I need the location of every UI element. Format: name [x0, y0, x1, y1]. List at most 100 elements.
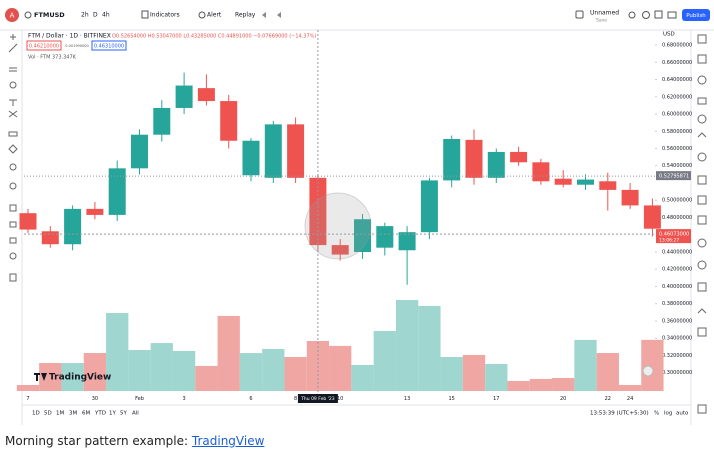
x-tick-label: 15 — [449, 396, 455, 402]
volume-bar — [83, 353, 107, 391]
interval[interactable]: D — [93, 12, 98, 19]
y-tick-label: 0.44000000 — [662, 249, 692, 255]
watermark: TradingView — [49, 373, 111, 383]
y-tick-label: 0.64000000 — [662, 77, 692, 83]
volume-bar — [239, 353, 263, 391]
option[interactable]: % — [654, 411, 659, 417]
candle-body — [443, 139, 461, 181]
volume-bar — [217, 315, 240, 391]
x-tick-label: 24 — [627, 396, 633, 402]
save[interactable]: Save — [596, 18, 607, 24]
volume-bar — [172, 350, 196, 391]
volume-bar — [552, 377, 575, 391]
volume-bar — [529, 378, 553, 391]
candle-body — [153, 107, 171, 135]
toolbar-button[interactable]: Replay — [235, 12, 256, 19]
toolbar-button[interactable]: Alert — [207, 12, 222, 19]
candle-body — [420, 180, 438, 233]
x-tick-label: 20 — [560, 396, 566, 402]
y-tick-label: 0.68000000 — [662, 43, 692, 49]
sell-box[interactable] — [26, 40, 62, 51]
candle-body — [643, 205, 661, 229]
candle-body — [398, 232, 416, 251]
volume-bar — [39, 363, 62, 391]
candle-body — [554, 178, 572, 185]
volume-bar — [128, 350, 151, 391]
y-tick-label: 0.58000000 — [662, 129, 692, 135]
range-button[interactable]: YTD — [94, 411, 106, 417]
candle-body — [376, 226, 394, 248]
y-tick-label: 0.30000000 — [662, 370, 692, 376]
x-tick-label: 3 — [183, 396, 186, 402]
range-button[interactable]: 5Y — [120, 411, 127, 417]
candle-body — [131, 134, 148, 169]
range-button[interactable]: 6M — [82, 411, 90, 417]
watermark-logo — [34, 373, 47, 381]
symbol[interactable]: FTMUSD — [34, 11, 65, 19]
buy-price: 0.46310000 — [94, 44, 124, 50]
candle-body — [510, 151, 528, 163]
layout-name[interactable]: Unnamed — [590, 10, 619, 17]
volume-bar — [61, 363, 84, 391]
candle-body — [175, 85, 193, 108]
x-tick-label: 6 — [249, 396, 252, 402]
candle-body — [220, 101, 238, 141]
highlight-circle — [304, 192, 372, 260]
range-button[interactable]: 1M — [56, 411, 64, 417]
countdown: 13:06:27 — [659, 238, 679, 244]
publish-button[interactable] — [682, 9, 710, 21]
candle-body — [354, 219, 371, 252]
volume-bar — [195, 365, 218, 391]
bottom-bar: 1D 5D 1M 3M 6M YTD 1Y 5Y All — [32, 411, 139, 417]
sell-price: 0.46210000 — [29, 44, 59, 50]
candle-body — [264, 124, 282, 178]
option[interactable]: log — [664, 411, 672, 417]
spread: 0.001990000 — [65, 44, 88, 48]
currency: USD — [663, 32, 675, 38]
legend-ohlc: O0.52654000 H0.53047000 L0.43285000 C0.4… — [112, 34, 316, 40]
candle-body — [19, 213, 37, 230]
volume-legend: Vol · FTM 373.347K — [28, 55, 77, 61]
volume-bar — [16, 384, 40, 391]
x-tick-label: 13 — [404, 396, 410, 402]
caption-link[interactable]: TradingView — [191, 434, 265, 448]
option[interactable]: auto — [676, 411, 689, 417]
y-tick-label: 0.56000000 — [662, 146, 692, 152]
volume-bar — [262, 348, 285, 391]
legend-title: FTM / Dollar · 1D · BITFINEX — [28, 33, 111, 40]
range-button[interactable]: All — [132, 411, 139, 417]
interval[interactable]: 2h — [81, 12, 89, 19]
volume-bar — [596, 353, 619, 391]
caption: Morning star pattern example: TradingVie… — [5, 434, 264, 448]
range-button[interactable]: 1Y — [109, 411, 116, 417]
buy-box[interactable] — [91, 40, 127, 51]
toolbar-icons — [628, 10, 677, 19]
range-button[interactable]: 1D — [32, 411, 40, 417]
avatar[interactable] — [5, 8, 19, 22]
screenshot: A FTMUSD 2h D 4h Indicators Alert Replay… — [0, 8, 714, 425]
candle-body — [621, 189, 639, 206]
y-tick-label: 0.38000000 — [662, 301, 692, 307]
checkbox[interactable] — [575, 10, 584, 19]
price-label-bg — [656, 171, 691, 181]
x-tick-label: 7 — [26, 396, 29, 402]
range-button[interactable]: 5D — [44, 411, 52, 417]
toolbar-button[interactable]: Indicators — [150, 12, 180, 19]
volume-bar — [373, 330, 396, 391]
volume-bar — [306, 340, 330, 391]
x-tick-label: 10 — [337, 396, 343, 402]
right-tools — [697, 34, 707, 414]
scroll-button[interactable] — [642, 365, 654, 377]
candle-body — [86, 208, 104, 215]
volume-bar — [284, 357, 307, 391]
search-icon[interactable] — [24, 11, 32, 19]
publish-label: Publish — [686, 13, 706, 19]
caption-text: Morning star pattern example: — [5, 434, 189, 448]
undo-redo[interactable] — [262, 12, 281, 18]
y-tick-label: 0.60000000 — [662, 112, 692, 118]
interval[interactable]: 4h — [102, 12, 110, 19]
candle-body — [287, 124, 305, 178]
plot: 0.30000000 0.32000000 0.34000000 0.36000000… — [16, 30, 692, 403]
range-button[interactable]: 3M — [69, 411, 77, 417]
y-tick-label: 0.36000000 — [662, 318, 692, 324]
